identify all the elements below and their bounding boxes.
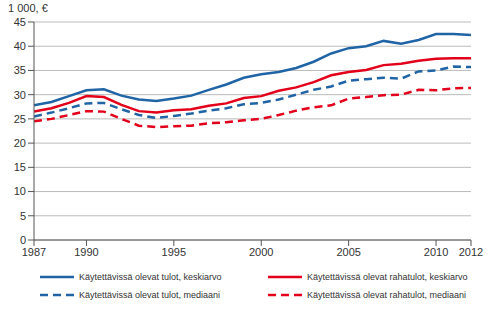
svg-text:5: 5: [20, 210, 26, 222]
svg-text:30: 30: [14, 89, 26, 101]
svg-text:15: 15: [14, 161, 26, 173]
svg-text:45: 45: [14, 16, 26, 28]
svg-text:1987: 1987: [22, 246, 46, 258]
svg-text:2005: 2005: [336, 246, 360, 258]
html-text:Käytettävissä olevat rahatulot: Käytettävissä olevat rahatulot, mediaani: [307, 290, 467, 300]
svg-text:20: 20: [14, 137, 26, 149]
svg-text:1995: 1995: [162, 246, 186, 258]
svg-text:40: 40: [14, 40, 26, 52]
svg-text:2000: 2000: [249, 246, 273, 258]
svg-text:10: 10: [14, 185, 26, 197]
svg-text:1990: 1990: [74, 246, 98, 258]
svg-text:35: 35: [14, 64, 26, 76]
svg-text:2010: 2010: [424, 246, 448, 258]
html-text:Käytettävissä olevat tulot, ke: Käytettävissä olevat tulot, keskiarvo: [79, 272, 222, 282]
svg-text:2012: 2012: [459, 246, 483, 258]
svg-text:0: 0: [20, 234, 26, 246]
svg-text:25: 25: [14, 113, 26, 125]
html-text:1 000, €: 1 000, €: [8, 2, 48, 14]
html-text:Käytettävissä olevat rahatulot: Käytettävissä olevat rahatulot, keskiarv…: [307, 272, 468, 282]
html-text:Käytettävissä olevat tulot, me: Käytettävissä olevat tulot, mediaani: [79, 290, 221, 300]
